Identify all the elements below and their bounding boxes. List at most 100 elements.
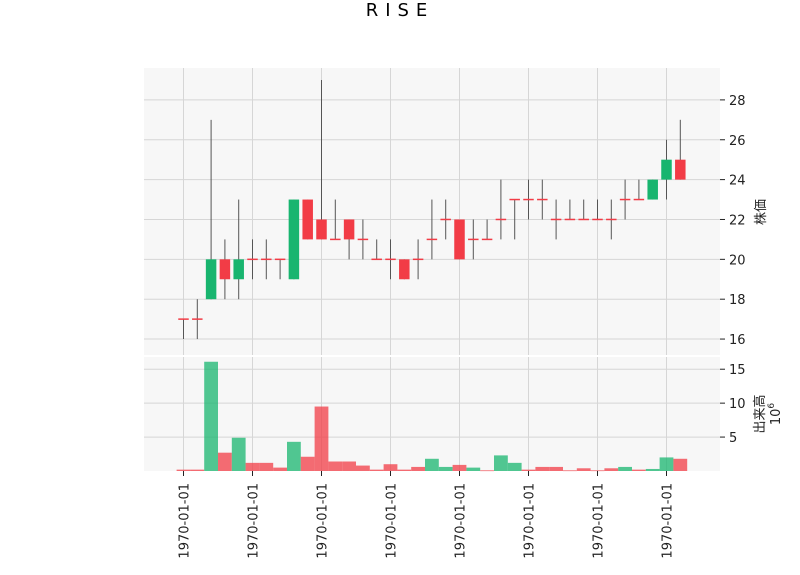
candle-body — [578, 218, 589, 221]
candle-body — [385, 258, 396, 261]
volume-bar — [494, 455, 508, 471]
volume-bar — [231, 437, 246, 471]
candle-body — [550, 218, 562, 221]
volume-bar — [563, 470, 577, 472]
candle-body — [537, 198, 548, 201]
volume-bar — [549, 466, 563, 471]
volume-bars — [176, 361, 688, 472]
candle-body — [647, 179, 658, 200]
volume-bar — [369, 469, 384, 471]
candle-body — [247, 258, 258, 261]
candle-body — [619, 198, 631, 201]
x-tick-label: 1970-01-01 — [454, 483, 469, 559]
candle-body — [509, 198, 520, 201]
price-axis-label: 株価 — [754, 199, 769, 225]
candle-body — [357, 238, 369, 241]
x-tick-label: 1970-01-01 — [523, 483, 538, 559]
volume-bar — [356, 465, 370, 471]
volume-bar — [659, 457, 674, 471]
volume-multiplier-base: 10 — [769, 409, 784, 426]
volume-bar — [287, 441, 301, 471]
volume-bar — [397, 469, 412, 471]
price-tick-label: 24 — [729, 174, 746, 189]
volume-bar — [673, 458, 688, 471]
volume-bar — [204, 361, 218, 471]
volume-bar — [632, 469, 646, 471]
candle-body — [454, 219, 465, 260]
volume-bar — [218, 452, 232, 471]
volume-bar — [604, 468, 619, 471]
candle-body — [468, 238, 479, 241]
candle-body — [523, 198, 534, 201]
candle-body — [606, 218, 617, 221]
candle-body — [412, 258, 424, 261]
volume-tick-label: 15 — [729, 363, 746, 378]
volume-bar — [535, 466, 550, 471]
candle-body — [343, 219, 355, 240]
volume-bar — [328, 461, 343, 471]
candle-body — [274, 258, 286, 261]
candle-body — [481, 238, 493, 241]
candle-body — [178, 318, 189, 320]
volume-bar — [411, 466, 425, 471]
volume-bar — [521, 469, 536, 471]
candle-body — [261, 258, 272, 261]
chart-title: RISE — [366, 0, 435, 21]
volume-bar — [480, 470, 494, 472]
price-tick-label: 26 — [729, 134, 746, 149]
x-tick-label: 1970-01-01 — [592, 483, 607, 559]
x-tick-labels: 1970-01-01 1970-01-01 1970-01-01 1970-01-01… — [178, 471, 676, 559]
volume-bar — [438, 466, 453, 471]
candle-body — [302, 199, 313, 240]
volume-bar — [342, 461, 356, 471]
price-tick-label: 22 — [729, 213, 746, 228]
candle-body — [205, 259, 217, 300]
volume-grid — [144, 357, 720, 471]
candle-body — [592, 218, 603, 221]
volume-bar — [273, 467, 287, 471]
volume-bar — [590, 470, 605, 472]
volume-bar — [190, 469, 205, 471]
volume-bar — [466, 467, 481, 471]
candle-body — [192, 318, 203, 320]
candle-body — [371, 258, 382, 261]
candle-body — [633, 198, 645, 201]
candle-body — [330, 238, 341, 241]
volume-bar — [576, 468, 591, 471]
price-y-ticks: 16 18 20 22 24 26 28 — [720, 94, 746, 348]
volume-bar — [452, 464, 467, 471]
candle-body — [564, 218, 576, 221]
x-tick-label: 1970-01-01 — [178, 483, 193, 559]
volume-bar — [645, 468, 660, 471]
price-tick-label: 20 — [729, 253, 746, 268]
volume-bar — [176, 469, 191, 471]
candle-body — [440, 218, 451, 221]
volume-multiplier: 106 — [767, 403, 784, 426]
volume-bar — [259, 462, 274, 471]
candle-body — [316, 219, 327, 240]
price-candles — [178, 159, 686, 320]
volume-y-ticks: 5 10 15 — [720, 363, 746, 446]
volume-bar — [618, 466, 632, 471]
price-tick-label: 18 — [729, 293, 746, 308]
volume-tick-label: 5 — [729, 431, 737, 446]
x-tick-label: 1970-01-01 — [247, 483, 262, 559]
price-tick-label: 16 — [729, 333, 746, 348]
volume-multiplier-exponent: 6 — [767, 403, 777, 409]
candle-body — [495, 218, 507, 221]
volume-bar — [425, 458, 439, 471]
candle-body — [399, 259, 410, 280]
x-tick-label: 1970-01-01 — [385, 483, 400, 559]
candle-body — [426, 238, 438, 241]
volume-tick-label: 10 — [729, 397, 746, 412]
x-tick-label: 1970-01-01 — [316, 483, 331, 559]
price-tick-label: 28 — [729, 94, 746, 109]
candle-body — [288, 199, 300, 280]
volume-bar — [314, 406, 329, 471]
candle-body — [675, 159, 686, 180]
volume-bar — [245, 462, 260, 471]
x-tick-label: 1970-01-01 — [661, 483, 676, 559]
volume-bar — [383, 464, 398, 471]
volume-axis-label: 出来高 — [752, 394, 768, 433]
